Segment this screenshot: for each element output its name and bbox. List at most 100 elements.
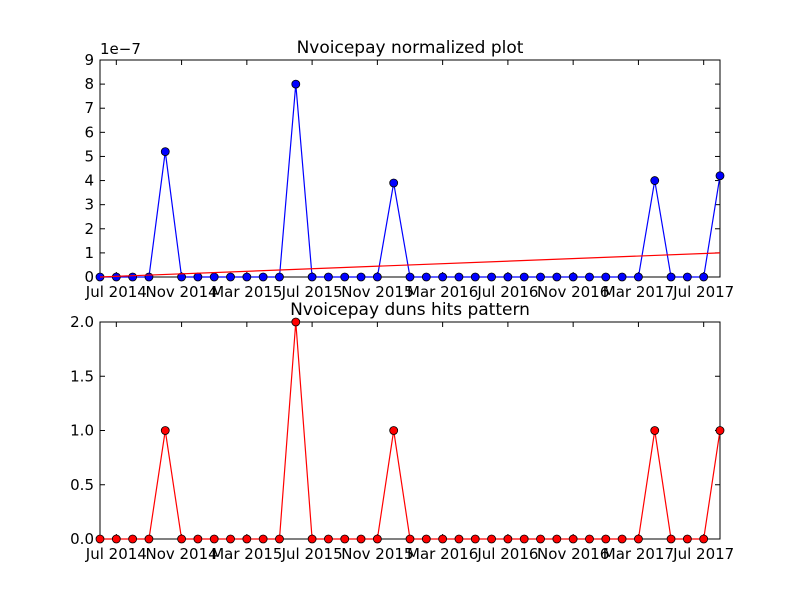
data-point <box>193 534 203 544</box>
data-point <box>160 147 170 157</box>
y-multiplier-label: 1e−7 <box>100 40 141 58</box>
trend-line <box>99 252 721 278</box>
data-point <box>258 272 268 282</box>
data-point <box>144 272 154 282</box>
data-point <box>585 534 594 544</box>
x-tick-label: Jul 2014 <box>85 545 147 563</box>
data-point <box>177 272 186 282</box>
data-point <box>389 426 399 435</box>
data-point <box>209 272 219 282</box>
y-tick-label: 1.5 <box>70 367 94 385</box>
data-point <box>568 534 578 544</box>
data-point <box>650 176 660 185</box>
x-tick-label: Mar 2016 <box>407 545 478 563</box>
data-point <box>242 272 252 282</box>
data-point <box>503 534 513 544</box>
x-tick-label: Nov 2015 <box>341 545 413 563</box>
axes-frame <box>99 59 721 278</box>
data-point <box>226 272 235 282</box>
chart-title: Nvoicepay duns hits pattern <box>290 300 530 320</box>
y-tick-label: 7 <box>84 99 94 117</box>
axes-frame <box>99 321 721 540</box>
data-point <box>95 534 105 544</box>
data-point <box>291 79 301 89</box>
x-tick-label: Nov 2016 <box>537 283 609 301</box>
data-point <box>454 272 464 282</box>
data-point <box>536 272 545 282</box>
x-tick-label: Mar 2016 <box>407 283 478 301</box>
y-tick-label: 1 <box>84 244 94 262</box>
data-point <box>340 534 350 544</box>
data-point <box>307 534 317 544</box>
y-tick-label: 5 <box>84 147 94 165</box>
x-tick-label: Jul 2015 <box>281 283 343 301</box>
data-point <box>568 272 578 282</box>
data-point <box>144 534 154 544</box>
data-point <box>617 272 627 282</box>
data-point <box>666 272 676 282</box>
x-tick-label: Jul 2016 <box>476 545 538 563</box>
data-point <box>438 272 448 282</box>
data-point <box>405 272 415 282</box>
x-tick-label: Jul 2014 <box>85 283 147 301</box>
data-point <box>552 272 562 282</box>
x-tick-label: Mar 2017 <box>603 283 674 301</box>
x-tick-label: Mar 2017 <box>603 545 674 563</box>
y-tick-label: 0 <box>84 268 94 286</box>
data-point <box>454 534 464 544</box>
data-point <box>470 534 480 544</box>
data-point <box>193 272 203 282</box>
data-point <box>111 534 121 544</box>
data-point <box>536 534 545 544</box>
y-tick-label: 4 <box>84 172 94 190</box>
data-point <box>666 534 676 544</box>
data-point <box>617 534 627 544</box>
data-point <box>650 426 660 435</box>
x-tick-label: Nov 2014 <box>145 545 217 563</box>
data-point <box>160 426 170 435</box>
data-point <box>372 534 382 544</box>
data-point <box>421 534 431 544</box>
data-point <box>682 272 692 282</box>
data-point <box>275 272 284 282</box>
data-point <box>242 534 252 544</box>
data-point <box>470 272 480 282</box>
data-point <box>356 534 366 544</box>
data-point <box>275 534 284 544</box>
x-tick-label: Mar 2015 <box>211 283 282 301</box>
data-point <box>324 534 333 544</box>
y-tick-label: 8 <box>84 75 94 93</box>
x-tick-label: Jul 2017 <box>672 283 734 301</box>
data-point <box>552 534 562 544</box>
data-point <box>340 272 350 282</box>
data-point <box>585 272 594 282</box>
data-point <box>226 534 235 544</box>
data-point <box>699 534 709 544</box>
data-point <box>128 534 138 544</box>
chart-title: Nvoicepay normalized plot <box>297 38 524 58</box>
x-tick-label: Nov 2016 <box>537 545 609 563</box>
data-point <box>177 534 186 544</box>
data-point <box>324 272 333 282</box>
y-tick-label: 0.0 <box>70 530 94 548</box>
x-tick-label: Jul 2017 <box>672 545 734 563</box>
data-point <box>634 272 643 282</box>
x-tick-label: Jul 2016 <box>476 283 538 301</box>
data-point <box>372 272 382 282</box>
chart-normalized-plot: Nvoicepay normalized plot 1e−7 0 1 2 3 4 5 6 7 8… <box>84 38 734 301</box>
data-point <box>519 272 529 282</box>
y-tick-label: 2.0 <box>70 313 94 331</box>
y-tick-label: 1.0 <box>70 422 94 440</box>
data-point <box>519 534 529 544</box>
data-point <box>601 534 611 544</box>
x-tick-label: Mar 2015 <box>211 545 282 563</box>
data-point <box>307 272 317 282</box>
y-tick-label: 9 <box>84 51 94 69</box>
data-point <box>128 272 138 282</box>
data-point <box>634 534 643 544</box>
x-tick-label: Nov 2014 <box>145 283 217 301</box>
data-point <box>438 534 448 544</box>
data-point <box>503 272 513 282</box>
y-tick-label: 2 <box>84 220 94 238</box>
